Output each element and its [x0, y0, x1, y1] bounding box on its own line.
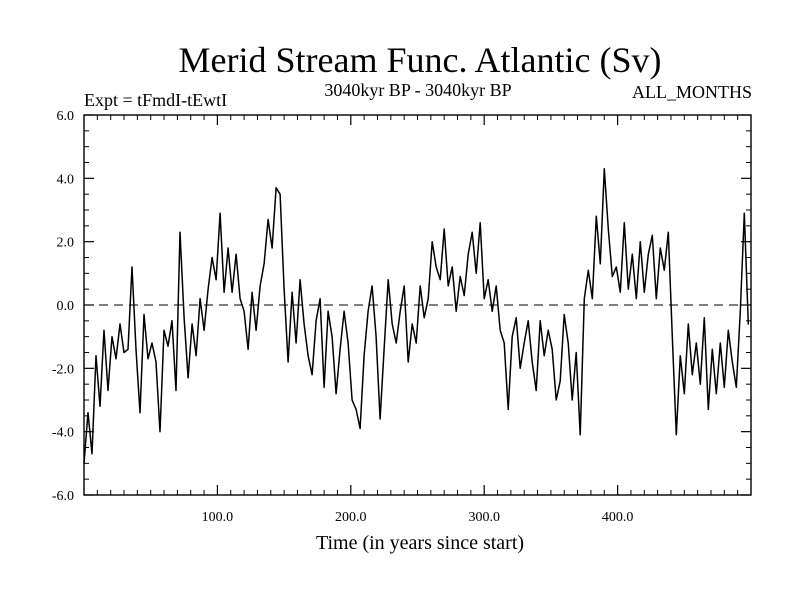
x-tick-label: 200.0	[335, 510, 367, 525]
subtitle-center: 3040kyr BP - 3040kyr BP	[324, 80, 511, 100]
y-tick-label: 4.0	[57, 172, 75, 187]
chart-title: Merid Stream Func. Atlantic (Sv)	[179, 40, 662, 80]
series-layer	[83, 168, 750, 465]
series-line	[83, 168, 750, 465]
y-tick-label: -2.0	[52, 362, 74, 377]
x-tick-label: 100.0	[202, 510, 234, 525]
subtitle-left: Expt = tFmdI-tEwtI	[84, 90, 227, 110]
x-tick-label: 300.0	[468, 510, 500, 525]
y-tick-label: -6.0	[52, 489, 74, 504]
y-tick-label: 2.0	[57, 236, 75, 251]
x-tick-label: 400.0	[602, 510, 634, 525]
y-tick-label: 6.0	[57, 109, 75, 124]
y-tick-label: -4.0	[52, 426, 74, 441]
axis-ticks: 6.0 4.0 2.0 0.0 -2.0 -4.0 -6.0 100.0 200.0 300.0 4…	[52, 109, 751, 525]
y-tick-label: 0.0	[57, 299, 75, 314]
x-axis-label: Time (in years since start)	[316, 532, 524, 554]
subtitle-right: ALL_MONTHS	[632, 82, 752, 102]
